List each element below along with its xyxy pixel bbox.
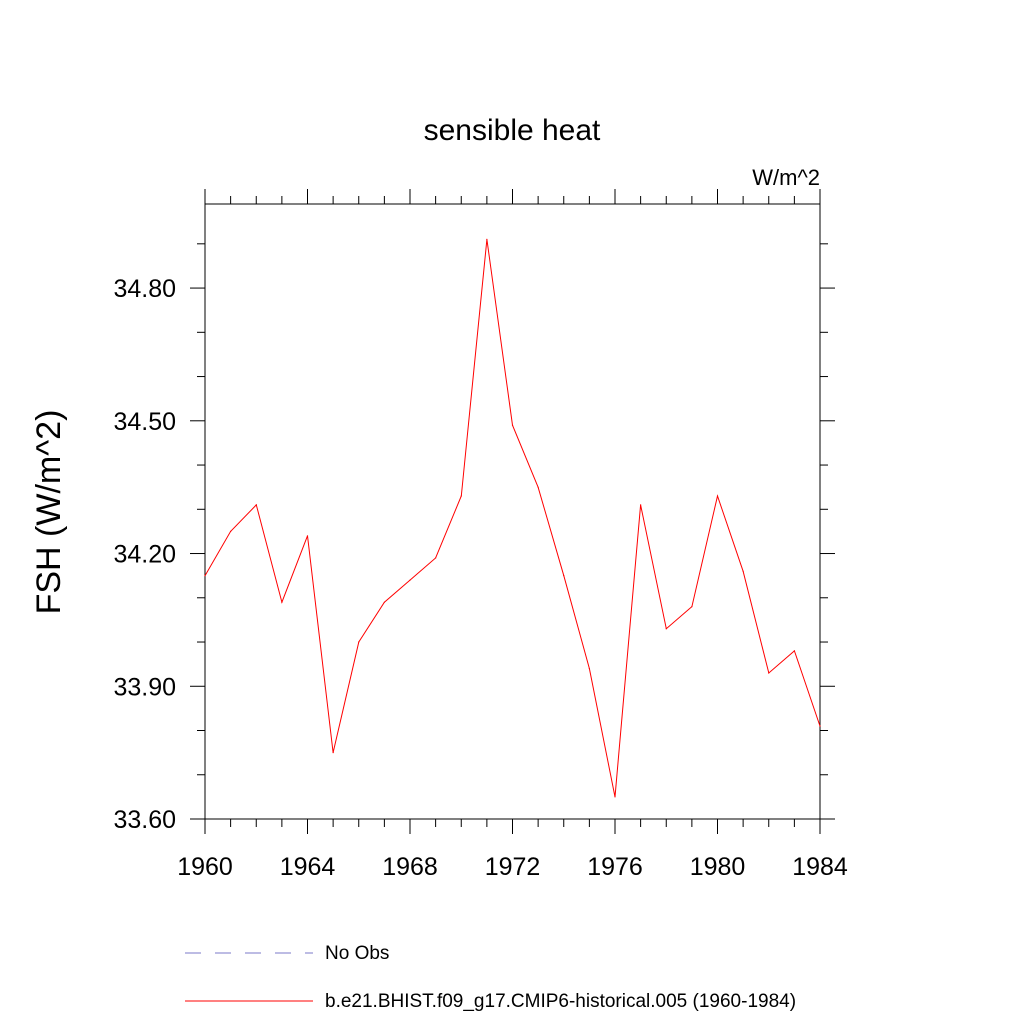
data-point <box>742 570 744 572</box>
data-point <box>716 495 719 497</box>
data-point <box>435 557 437 559</box>
data-point <box>306 535 309 537</box>
data-point <box>819 725 821 727</box>
data-point <box>511 424 514 426</box>
x-tick-label: 1976 <box>587 853 643 881</box>
data-point <box>383 601 385 603</box>
y-tick-label: 33.60 <box>113 806 176 834</box>
x-tick-label: 1964 <box>280 853 336 881</box>
y-axis-label: FSH (W/m^2) <box>30 410 68 615</box>
x-tick-labels: 1960 1964 1968 1972 1976 1980 1984 <box>177 853 848 881</box>
x-tick-label: 1972 <box>485 853 541 881</box>
data-point <box>486 238 488 240</box>
data-point <box>409 579 411 581</box>
legend-label-no-obs: No Obs <box>325 943 389 964</box>
x-tick-label: 1960 <box>177 853 233 881</box>
x-tick-label: 1984 <box>792 853 848 881</box>
data-point <box>358 641 360 643</box>
axis-ticks <box>190 189 835 834</box>
data-point <box>614 796 616 798</box>
data-point <box>793 650 795 652</box>
data-point <box>563 575 565 577</box>
data-point <box>204 575 206 577</box>
data-point <box>640 504 642 506</box>
data-point <box>460 495 462 497</box>
x-tick-label: 1968 <box>382 853 438 881</box>
x-tick-label: 1980 <box>690 853 746 881</box>
data-point <box>255 504 257 506</box>
data-point <box>230 530 232 533</box>
chart-title: sensible heat <box>424 114 601 147</box>
y-tick-labels: 33.60 33.90 34.20 34.50 34.80 <box>113 275 176 834</box>
legend: No Obs b.e21.BHIST.f09_g17.CMIP6-histori… <box>185 943 796 1012</box>
data-point <box>588 667 590 670</box>
units-label: W/m^2 <box>752 165 820 190</box>
series-line <box>204 239 821 797</box>
data-point <box>768 672 770 674</box>
data-point <box>691 606 693 608</box>
y-tick-label: 33.90 <box>113 673 176 701</box>
y-tick-label: 34.20 <box>113 541 176 569</box>
data-point <box>537 486 539 488</box>
series-layer <box>204 238 821 798</box>
data-point <box>665 628 667 630</box>
data-point <box>332 752 334 754</box>
y-tick-label: 34.50 <box>113 408 176 436</box>
data-point <box>281 601 283 603</box>
y-tick-label: 34.80 <box>113 275 176 303</box>
plot-frame <box>204 203 821 820</box>
legend-label-model: b.e21.BHIST.f09_g17.CMIP6-historical.005… <box>325 991 796 1012</box>
